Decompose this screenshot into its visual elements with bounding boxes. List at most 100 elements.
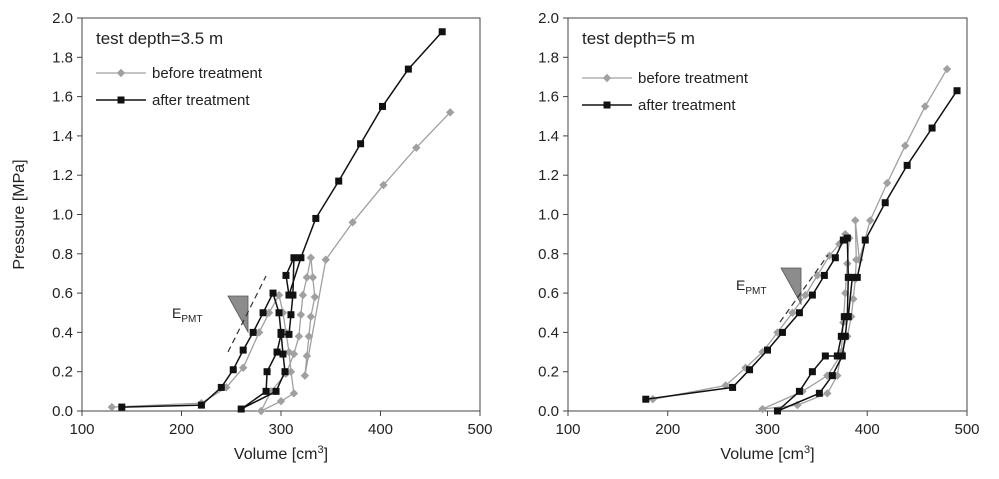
data-point — [237, 405, 245, 413]
data-point — [277, 330, 285, 338]
y-tick-label: 1.6 — [52, 89, 73, 106]
data-point — [825, 251, 834, 260]
data-point — [795, 387, 803, 395]
data-point — [273, 348, 281, 356]
y-tick-label: 0.0 — [52, 403, 73, 420]
data-point — [837, 332, 845, 340]
data-point — [773, 328, 782, 337]
data-point — [942, 64, 952, 74]
data-point — [866, 216, 875, 225]
slope-triangle — [780, 267, 802, 306]
series-before-treatment — [107, 108, 455, 416]
data-point — [808, 291, 816, 299]
data-point — [357, 140, 365, 148]
data-point — [853, 273, 861, 281]
y-tick-label: 1.8 — [52, 49, 73, 66]
x-tick-label: 300 — [268, 421, 293, 438]
legend-marker — [116, 68, 126, 78]
epmt-sub: PMT — [181, 314, 202, 325]
panel-title: test depth=5 m — [582, 29, 695, 48]
data-point — [841, 229, 850, 239]
x-tick-label: 500 — [467, 421, 492, 438]
data-point — [285, 330, 293, 338]
data-point — [920, 102, 930, 111]
legend-label: after treatment — [152, 92, 250, 109]
data-point — [729, 383, 737, 391]
data-point — [831, 254, 839, 262]
data-point — [264, 308, 274, 317]
data-point — [262, 387, 270, 395]
data-point — [833, 371, 842, 380]
data-point — [304, 332, 314, 341]
data-point — [721, 381, 730, 390]
data-point — [118, 403, 126, 411]
slope-dashed-line — [227, 275, 267, 353]
data-point — [306, 253, 316, 262]
epmt-annotation: EPMT — [736, 277, 766, 297]
data-point — [272, 387, 280, 395]
data-point — [229, 366, 237, 374]
x-tick-label: 400 — [368, 421, 393, 438]
x-tick-label: 200 — [655, 421, 680, 438]
legend: before treatment after treatment — [96, 65, 263, 109]
data-point — [844, 273, 852, 281]
x-axis-title: Volume [cm3] — [234, 444, 328, 463]
data-point — [839, 236, 847, 244]
y-tick-label: 0.6 — [538, 285, 559, 302]
data-point — [282, 271, 290, 279]
data-point — [445, 108, 455, 117]
data-point — [953, 87, 961, 95]
y-tick-label: 1.8 — [538, 49, 559, 66]
data-point — [793, 400, 802, 410]
epmt-main: E — [172, 305, 181, 321]
data-point — [298, 290, 308, 300]
data-point — [844, 313, 852, 321]
data-point — [758, 404, 767, 414]
legend: before treatment after treatment — [582, 70, 749, 114]
y-tick-label: 0.0 — [538, 403, 559, 420]
data-point — [335, 177, 343, 185]
y-tick-label: 0.4 — [538, 324, 559, 341]
data-point — [107, 402, 117, 412]
y-tick-label: 2.0 — [538, 10, 559, 27]
data-point — [259, 309, 267, 317]
data-point — [412, 143, 421, 152]
data-point — [404, 65, 412, 73]
series-after-treatment — [642, 87, 961, 415]
legend-marker — [603, 101, 611, 109]
data-point — [438, 28, 446, 36]
data-point — [279, 350, 287, 358]
panel-title: test depth=3.5 m — [96, 29, 223, 48]
data-point — [903, 161, 911, 169]
data-point — [843, 234, 851, 242]
data-point — [306, 312, 316, 321]
data-point — [238, 363, 248, 372]
legend-label: before treatment — [152, 65, 263, 82]
y-tick-label: 1.6 — [538, 89, 559, 106]
data-point — [746, 366, 754, 374]
data-point — [835, 239, 844, 249]
data-point — [828, 372, 836, 380]
data-point — [285, 291, 293, 299]
data-point — [296, 310, 306, 319]
data-point — [841, 332, 849, 340]
series-line — [111, 111, 451, 412]
data-point — [297, 254, 305, 262]
data-point — [820, 271, 828, 279]
data-point — [289, 291, 297, 299]
x-tick-label: 400 — [855, 421, 880, 438]
data-point — [254, 328, 264, 337]
y-tick-label: 0.8 — [52, 246, 73, 263]
data-point — [197, 401, 205, 409]
data-point — [848, 273, 856, 281]
x-tick-label: 300 — [755, 421, 780, 438]
data-point — [642, 395, 650, 403]
data-point — [813, 271, 822, 280]
data-point — [290, 254, 298, 262]
y-tick-label: 1.0 — [538, 207, 559, 224]
x-axis-title: Volume [cm3] — [720, 444, 814, 463]
epmt-annotation: EPMT — [172, 305, 202, 325]
y-tick-label: 0.2 — [52, 364, 73, 381]
epmt-sub: PMT — [745, 286, 766, 297]
